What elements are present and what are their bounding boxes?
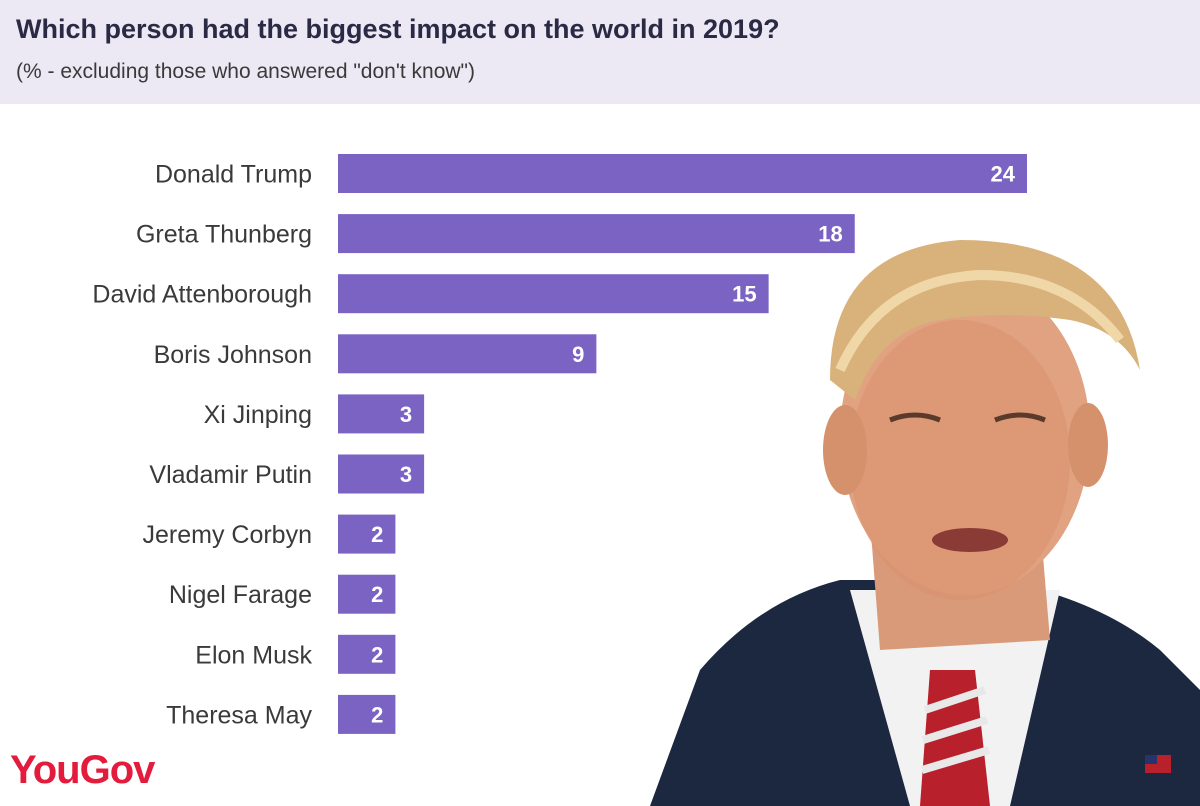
category-label: Donald Trump	[155, 161, 312, 189]
bar-xi-jinping	[338, 394, 425, 434]
category-label: Jeremy Corbyn	[143, 521, 313, 549]
bar-vladamir-putin	[338, 454, 425, 494]
value-label: 15	[732, 282, 756, 307]
category-label: Boris Johnson	[154, 341, 312, 369]
category-label: Greta Thunberg	[136, 221, 312, 249]
category-label: Elon Musk	[195, 641, 312, 669]
value-label: 24	[991, 162, 1016, 187]
category-label: Nigel Farage	[169, 581, 312, 609]
bar-theresa-may	[338, 694, 396, 734]
bar-nigel-farage	[338, 574, 396, 614]
bar-chart: Donald Trump 24 Greta Thunberg 18 David Atte…	[92, 154, 1027, 734]
category-label: Theresa May	[166, 701, 312, 729]
value-label: 2	[371, 702, 383, 727]
value-label: 18	[818, 222, 842, 247]
value-label: 9	[572, 342, 584, 367]
chart-header: Which person had the biggest impact on t…	[0, 0, 1200, 104]
category-label: David Attenborough	[92, 281, 312, 309]
bar-jeremy-corbyn	[338, 514, 396, 554]
bar-donald-trump	[338, 154, 1027, 193]
value-label: 3	[400, 462, 412, 487]
chart-title: Which person had the biggest impact on t…	[16, 14, 780, 44]
chart-subtitle: (% - excluding those who answered "don't…	[16, 60, 475, 83]
bar-elon-musk	[338, 634, 396, 674]
value-label: 3	[400, 402, 412, 427]
yougov-logo: YouGov	[10, 748, 155, 792]
bar-greta-thunberg	[338, 214, 855, 254]
politician-portrait-image	[650, 240, 1200, 806]
category-label: Vladamir Putin	[149, 461, 312, 489]
bar-boris-johnson	[338, 334, 597, 374]
value-label: 2	[371, 642, 383, 667]
value-label: 2	[371, 522, 383, 547]
bar-david-attenborough	[338, 274, 769, 314]
value-label: 2	[371, 582, 383, 607]
category-label: Xi Jinping	[204, 401, 312, 429]
